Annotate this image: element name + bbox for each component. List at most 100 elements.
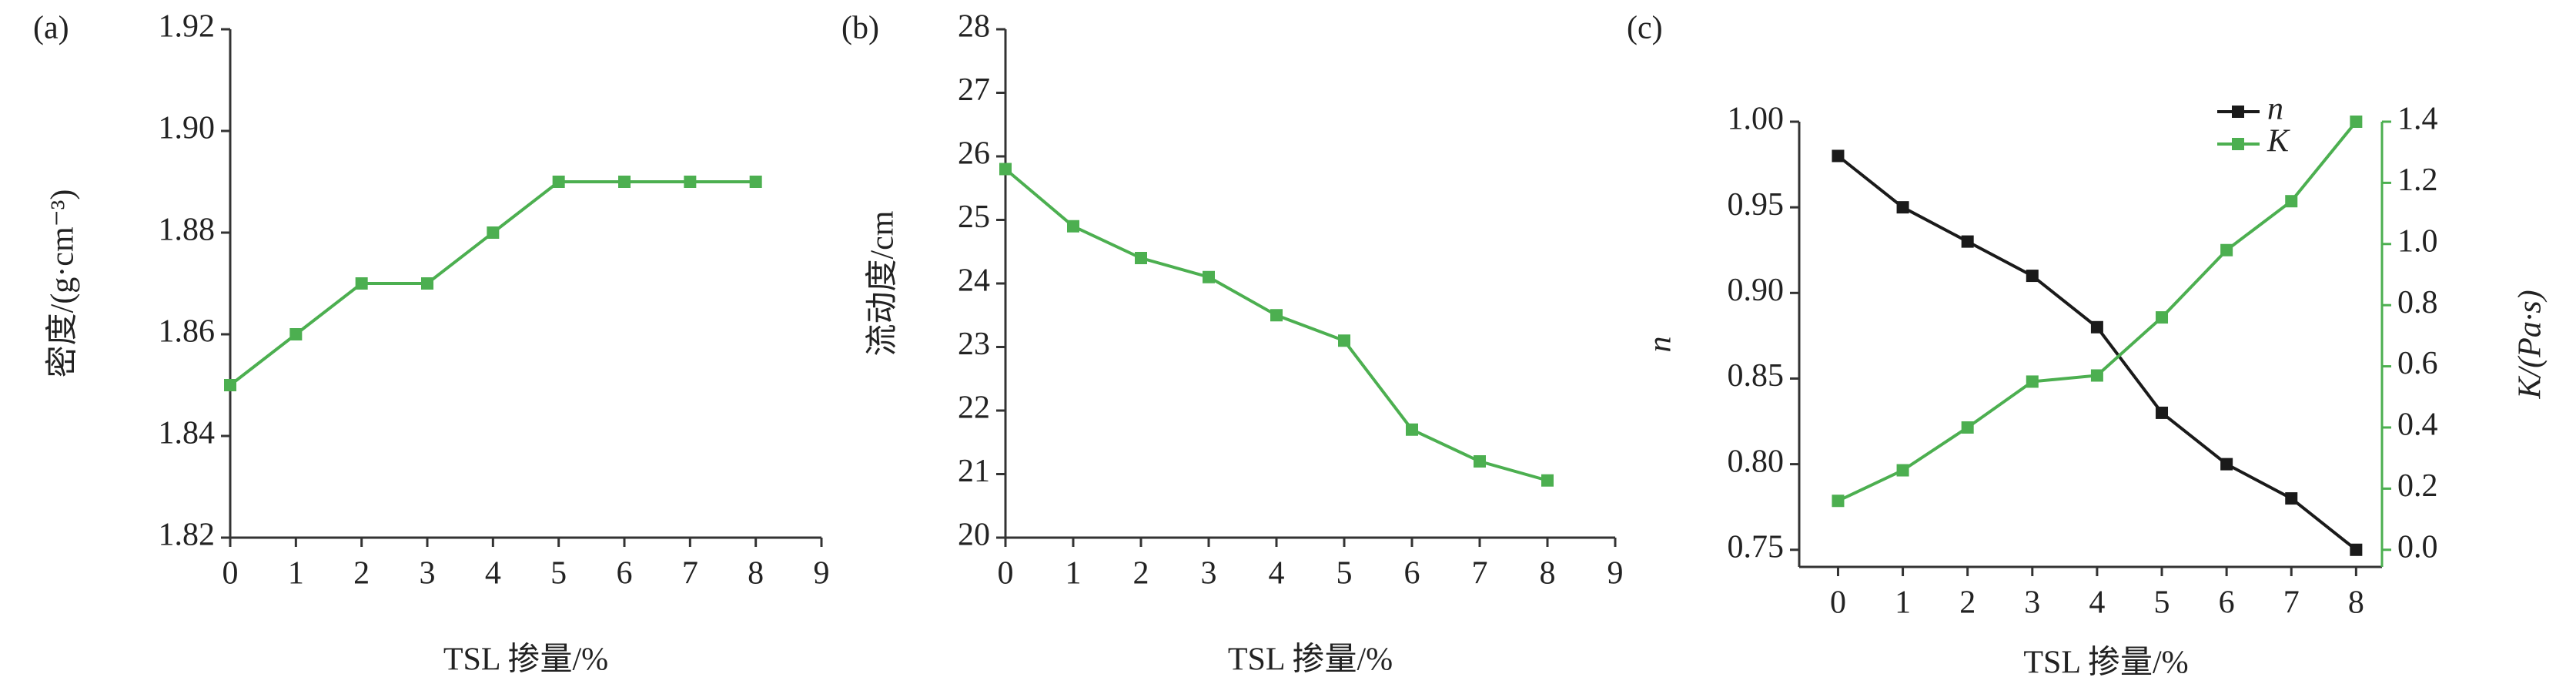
- data-point: [2285, 195, 2298, 208]
- x-tick-label: 0: [222, 556, 239, 592]
- x-tick-label: 6: [1404, 556, 1420, 592]
- y-tick-label: 1.82: [159, 518, 216, 553]
- x-tick-label: 1: [1066, 556, 1082, 592]
- data-point: [999, 163, 1012, 176]
- x-tick-label: 1: [288, 556, 304, 592]
- x-tick-label: 2: [1959, 585, 1975, 621]
- data-point: [1338, 334, 1350, 347]
- x-axis-label: TSL 掺量/%: [2023, 645, 2188, 681]
- data-point: [2285, 492, 2298, 505]
- x-tick-label: 6: [617, 556, 633, 592]
- x-tick-label: 5: [2154, 585, 2170, 621]
- series-line: [229, 180, 756, 387]
- data-point: [2026, 375, 2039, 388]
- x-tick-label: 3: [2024, 585, 2040, 621]
- data-point: [749, 176, 762, 188]
- data-point: [2090, 369, 2103, 382]
- y-axis-label: 密度/(g·cm⁻³): [45, 189, 81, 378]
- x-tick-label: 5: [550, 556, 567, 592]
- data-point: [2350, 543, 2363, 556]
- x-tick-label: 7: [682, 556, 698, 592]
- data-point: [1832, 495, 1845, 508]
- y-tick-label: 0.90: [1728, 273, 1785, 308]
- y-tick-label: 0.75: [1728, 529, 1785, 565]
- y-tick-label: 1.86: [159, 314, 216, 350]
- panel-label: (b): [841, 11, 879, 46]
- data-point: [421, 277, 433, 290]
- y-tick-label: 0.95: [1728, 187, 1785, 223]
- series-line: [1837, 120, 2357, 503]
- y2-tick-label: 1.0: [2397, 223, 2438, 259]
- x-tick-label: 4: [2089, 585, 2105, 621]
- legend-label: n: [2267, 92, 2283, 127]
- data-point: [224, 379, 236, 391]
- y-tick-label: 26: [958, 136, 990, 172]
- data-point: [2156, 406, 2169, 419]
- x-tick-label: 3: [420, 556, 436, 592]
- x-tick-label: 0: [1830, 585, 1846, 621]
- data-point: [1896, 464, 1909, 477]
- y-tick-label: 20: [958, 518, 990, 553]
- data-point: [1541, 474, 1554, 487]
- y-tick-label: 1.84: [159, 416, 216, 451]
- y-tick-label: 0.80: [1728, 444, 1785, 479]
- series-line: [1004, 167, 1548, 482]
- y2-tick-label: 0.6: [2397, 346, 2438, 381]
- x-tick-label: 9: [1607, 556, 1624, 592]
- y-tick-label: 1.00: [1728, 102, 1785, 137]
- y-tick-label: 27: [958, 72, 990, 108]
- data-point: [1406, 423, 1418, 436]
- data-point: [1832, 149, 1845, 163]
- x-tick-label: 4: [1269, 556, 1285, 592]
- y-tick-label: 1.88: [159, 213, 216, 248]
- y-tick-label: 24: [958, 263, 990, 299]
- x-tick-label: 8: [2348, 585, 2364, 621]
- data-point: [1896, 201, 1909, 214]
- x-tick-label: 9: [814, 556, 830, 592]
- x-tick-label: 1: [1895, 585, 1911, 621]
- x-tick-label: 3: [1201, 556, 1217, 592]
- data-point: [2026, 270, 2039, 283]
- legend-label: K: [2267, 124, 2290, 159]
- y-axis-label: 流动度/cm: [865, 210, 901, 356]
- data-point: [684, 176, 697, 188]
- y2-tick-label: 0.2: [2397, 468, 2438, 504]
- x-tick-label: 8: [1540, 556, 1556, 592]
- x-tick-label: 2: [1133, 556, 1149, 592]
- y-tick-label: 23: [958, 327, 990, 362]
- data-point: [2350, 116, 2363, 128]
- x-tick-label: 6: [2219, 585, 2235, 621]
- data-point: [355, 277, 368, 290]
- x-tick-label: 7: [2283, 585, 2300, 621]
- data-point: [1067, 220, 1079, 233]
- data-point: [2220, 243, 2233, 256]
- y2-axis-label: K/(Pa·s): [2513, 290, 2548, 399]
- y2-tick-label: 0.4: [2397, 407, 2438, 443]
- legend-marker: [2232, 106, 2244, 118]
- data-point: [487, 226, 500, 239]
- data-point: [2220, 458, 2233, 471]
- x-axis-label: TSL 掺量/%: [443, 642, 608, 678]
- data-point: [1135, 252, 1147, 264]
- y2-tick-label: 0.0: [2397, 529, 2438, 565]
- data-point: [1474, 455, 1486, 468]
- data-point: [1961, 235, 1974, 248]
- y2-tick-label: 1.4: [2397, 102, 2438, 137]
- y-tick-label: 28: [958, 9, 990, 45]
- x-axis-label: TSL 掺量/%: [1228, 642, 1393, 678]
- y2-tick-label: 0.8: [2397, 285, 2438, 320]
- data-point: [1961, 421, 1974, 434]
- x-tick-label: 4: [485, 556, 501, 592]
- y2-tick-label: 1.2: [2397, 163, 2438, 198]
- data-point: [289, 328, 303, 340]
- panel-label: (c): [1627, 11, 1663, 46]
- panel-label: (a): [33, 11, 69, 46]
- data-point: [1203, 270, 1215, 283]
- y-tick-label: 21: [958, 454, 990, 489]
- x-tick-label: 8: [748, 556, 764, 592]
- data-point: [2156, 311, 2169, 324]
- x-tick-label: 7: [1472, 556, 1488, 592]
- series-line: [1837, 154, 2357, 552]
- x-tick-label: 0: [998, 556, 1014, 592]
